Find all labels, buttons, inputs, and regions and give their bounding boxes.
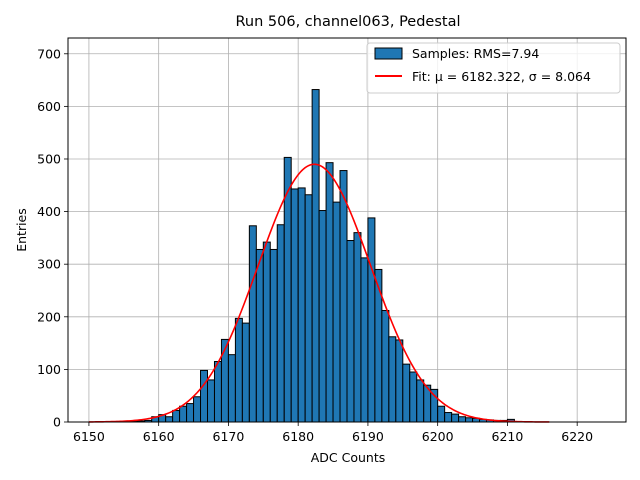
legend-fit-label-text: Fit: μ = 6182.322, σ = 8.064	[412, 69, 591, 84]
legend-histogram-label: Samples: RMS=7.94	[412, 46, 539, 61]
y-tick-label: 700	[37, 46, 61, 61]
histogram-bar	[360, 257, 369, 423]
histogram-bar	[346, 240, 355, 423]
histogram-bar	[395, 339, 404, 423]
legend-histogram-swatch	[374, 47, 403, 60]
x-tick-label: 6160	[143, 429, 175, 444]
histogram-bar	[311, 89, 320, 423]
histogram-bar	[276, 224, 285, 423]
histogram-bars	[130, 89, 515, 423]
x-tick-label: 6180	[282, 429, 314, 444]
histogram-bar	[213, 361, 222, 423]
histogram-bar	[325, 162, 334, 423]
histogram-bar	[172, 409, 181, 423]
x-tick-label: 6220	[561, 429, 593, 444]
histogram-bar	[444, 412, 453, 423]
histogram-bar	[416, 379, 425, 423]
histogram-bar	[409, 371, 418, 423]
histogram-bar	[388, 336, 397, 423]
x-tick-label: 6170	[213, 429, 245, 444]
histogram-bar	[200, 369, 208, 423]
histogram-bar	[165, 416, 174, 423]
histogram-bar	[465, 417, 474, 423]
y-axis-label: Entries	[14, 208, 29, 252]
chart-title: Run 506, channel063, Pedestal	[235, 14, 460, 30]
x-tick-label: 6150	[73, 429, 105, 444]
y-axis-ticks: 0 100 200 300 400 500 600 700	[37, 46, 68, 430]
x-axis-label: ADC Counts	[311, 450, 386, 465]
histogram-bar	[290, 188, 299, 423]
y-tick-label: 100	[37, 362, 61, 377]
y-tick-label: 400	[37, 204, 61, 219]
histogram-bar	[255, 248, 264, 423]
histogram-bar	[297, 187, 306, 423]
x-tick-label: 6210	[492, 429, 524, 444]
histogram-bar	[269, 248, 278, 423]
histogram-bar	[437, 405, 446, 423]
y-tick-label: 600	[37, 99, 61, 114]
histogram-bar	[332, 201, 341, 423]
legend-fit-label: Fit: μ = 6182.322, σ = 8.064	[412, 69, 591, 84]
x-tick-label: 6190	[352, 429, 384, 444]
fit-curve-layer	[88, 163, 550, 423]
legend-box	[366, 42, 621, 94]
histogram-bar	[248, 225, 257, 423]
histogram-bar	[402, 363, 411, 423]
histogram-bar	[304, 194, 313, 423]
histogram-bar	[241, 322, 250, 423]
histogram-bar	[193, 396, 202, 423]
histogram-bar	[458, 416, 467, 423]
histogram-bar	[227, 354, 236, 423]
histogram-bar	[353, 232, 362, 423]
histogram-bar	[220, 338, 229, 423]
histogram-bar	[451, 413, 460, 423]
y-tick-label: 300	[37, 257, 61, 272]
histogram-bar	[339, 170, 348, 423]
histogram-bar	[367, 217, 376, 423]
x-axis-ticks: 6150 6160 6170 6180 6190 6200 6210 6220	[73, 422, 593, 444]
histogram-bar	[207, 379, 215, 423]
histogram-bar	[318, 210, 327, 423]
x-tick-label: 6200	[422, 429, 454, 444]
legend: Samples: RMS=7.94 Fit: μ = 6182.322, σ =…	[366, 42, 621, 94]
plot-frame	[67, 37, 627, 423]
y-tick-label: 500	[37, 151, 61, 166]
histogram-bar	[186, 403, 195, 423]
y-tick-label: 0	[53, 415, 61, 430]
histogram-bar	[381, 309, 390, 423]
y-tick-label: 200	[37, 309, 61, 324]
histogram-bar	[179, 405, 188, 423]
histogram-bar	[234, 317, 243, 423]
histogram-bar	[262, 241, 271, 423]
gaussian-fit-curve	[88, 163, 550, 423]
